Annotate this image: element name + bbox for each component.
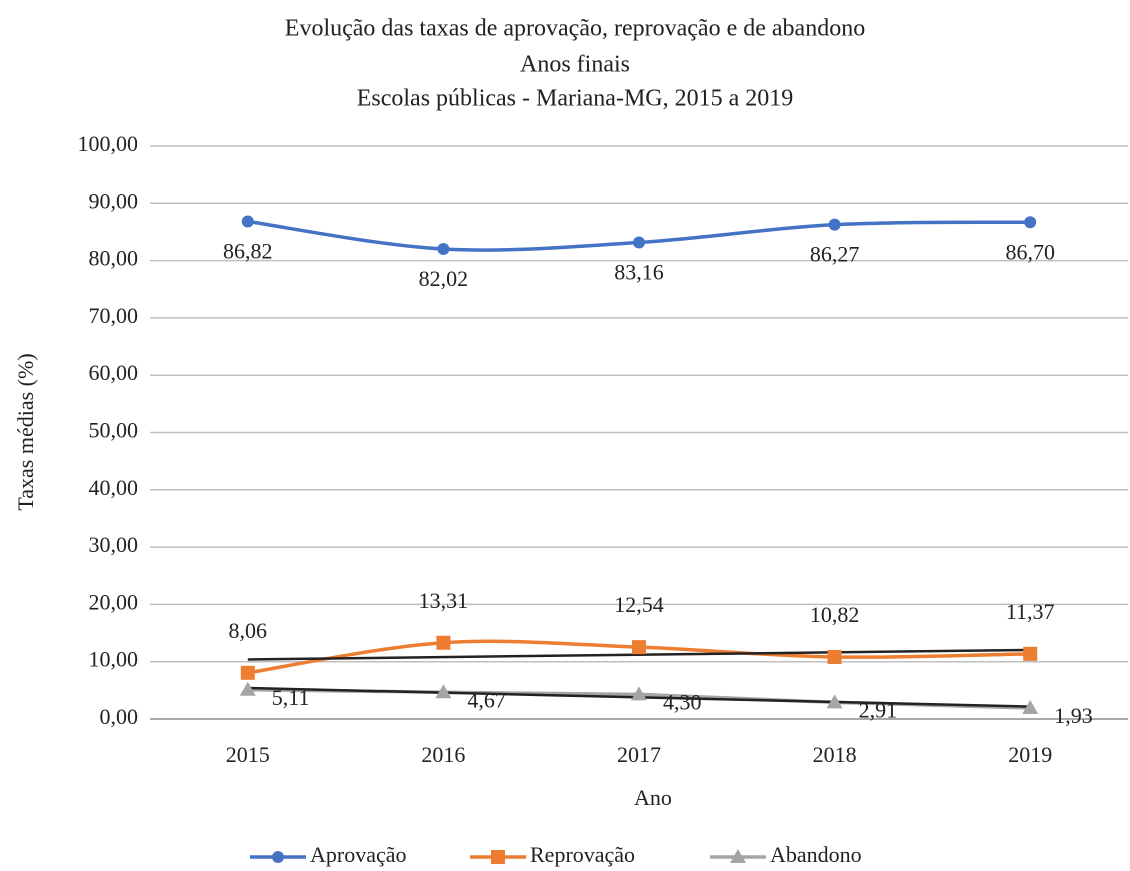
- data-label: 82,02: [419, 266, 469, 291]
- point: [491, 850, 505, 864]
- point: [241, 215, 254, 228]
- y-tick-label: 90,00: [89, 188, 139, 213]
- data-label: 11,37: [1006, 599, 1055, 624]
- data-label: 83,16: [614, 260, 664, 285]
- data-label: 4,67: [467, 687, 506, 712]
- legend-label: Aprovação: [310, 842, 407, 867]
- point: [240, 665, 255, 680]
- chart-subtitle: Escolas públicas - Mariana-MG, 2015 a 20…: [357, 86, 794, 112]
- point: [631, 686, 647, 701]
- y-tick-label: 50,00: [89, 418, 139, 443]
- point: [1022, 699, 1039, 714]
- trendline: [247, 648, 1031, 661]
- x-tick-label: 2018: [813, 742, 857, 767]
- point: [826, 694, 843, 709]
- data-label: 4,30: [663, 689, 702, 714]
- point: [1024, 216, 1037, 229]
- x-tick-label: 2019: [1008, 742, 1052, 767]
- data-label: 5,11: [272, 685, 310, 710]
- chart-subtitle: Anos finais: [520, 52, 630, 78]
- point: [437, 243, 450, 256]
- point: [633, 236, 645, 249]
- x-tick-label: 2015: [226, 742, 270, 767]
- y-tick-label: 20,00: [89, 589, 139, 614]
- x-axis-title: Ano: [634, 785, 672, 810]
- point: [435, 684, 452, 699]
- y-tick-label: 70,00: [89, 303, 139, 328]
- data-label: 1,93: [1054, 703, 1093, 728]
- legend-label: Abandono: [770, 842, 862, 867]
- x-tick-label: 2016: [421, 742, 465, 767]
- y-tick-label: 100,00: [78, 131, 139, 156]
- data-label: 12,54: [614, 592, 664, 617]
- x-tick-label: 2017: [617, 742, 661, 767]
- point: [828, 218, 841, 231]
- data-label: 13,31: [419, 588, 469, 613]
- data-label: 86,82: [223, 239, 273, 264]
- y-tick-label: 30,00: [89, 532, 139, 557]
- y-tick-label: 0,00: [100, 704, 139, 729]
- point: [239, 681, 256, 696]
- y-tick-label: 40,00: [89, 475, 139, 500]
- point: [827, 650, 842, 665]
- point: [272, 851, 284, 863]
- data-label: 2,91: [859, 697, 898, 722]
- y-tick-label: 10,00: [89, 647, 139, 672]
- y-tick-label: 80,00: [89, 246, 139, 271]
- data-label: 86,70: [1005, 239, 1055, 264]
- chart-title: Evolução das taxas de aprovação, reprova…: [285, 16, 865, 42]
- data-label: 10,82: [810, 602, 860, 627]
- data-label: 86,27: [810, 242, 860, 267]
- y-axis-title: Taxas médias (%): [13, 353, 38, 510]
- y-tick-label: 60,00: [89, 360, 139, 385]
- point: [632, 640, 646, 655]
- legend-label: Reprovação: [530, 842, 635, 867]
- point: [436, 635, 451, 650]
- point: [730, 849, 746, 863]
- point: [1023, 646, 1038, 661]
- data-label: 8,06: [229, 618, 268, 643]
